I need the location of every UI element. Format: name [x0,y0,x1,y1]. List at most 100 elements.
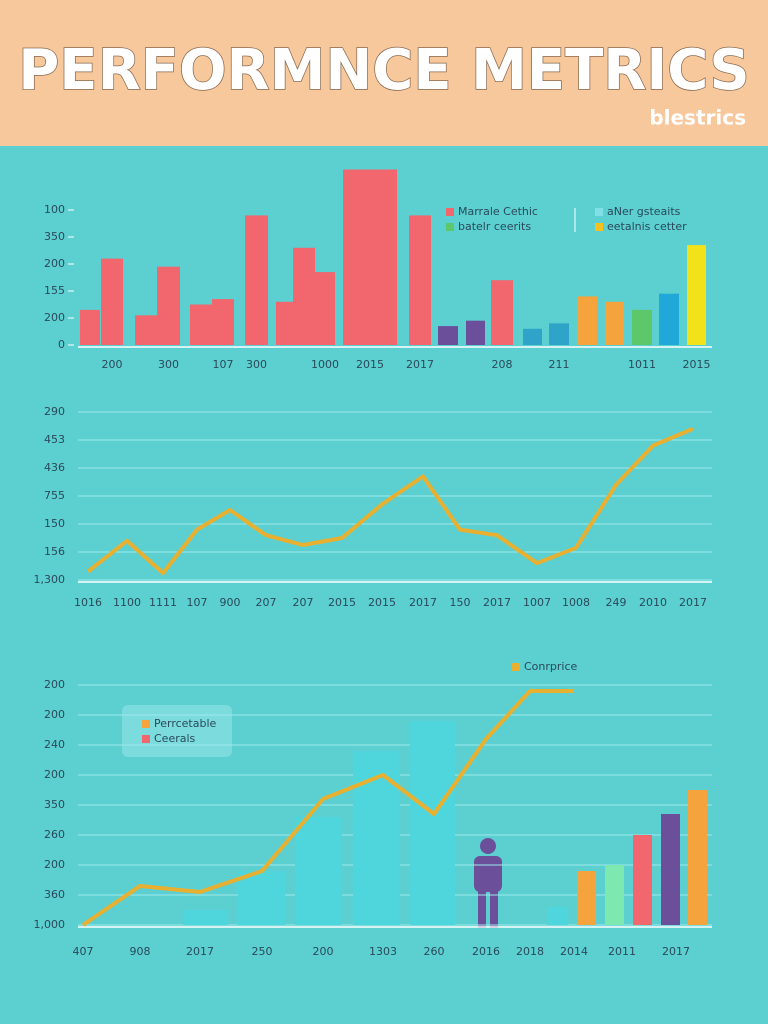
x-tick-label: 2015 [683,358,711,371]
legend-swatch [446,208,454,216]
x-tick-label: 300 [158,358,179,371]
x-tick-label: 2010 [639,596,667,609]
x-tick-label: 107 [187,596,208,609]
x-tick-label: 1111 [149,596,177,609]
x-tick-label: 260 [424,945,445,958]
y-tick-label: 1,300 [34,573,66,586]
x-tick-label: 208 [492,358,513,371]
legend-label: Perrcetable [154,717,217,730]
x-tick-label: 207 [256,596,277,609]
x-tick-label: 211 [549,358,570,371]
bar [135,315,157,345]
legend-label: Ceerals [154,732,196,745]
legend-label: batelr ceerits [458,220,531,233]
bar [409,215,431,345]
y-tick-label: 350 [44,798,65,811]
x-tick-label: 2017 [679,596,707,609]
bar [80,309,100,345]
legend-swatch [142,720,150,728]
x-tick-label: 900 [220,596,241,609]
y-tick-label: 260 [44,828,65,841]
bar [410,721,455,925]
y-tick-label: 156 [44,545,65,558]
y-tick-label: 100 [44,203,65,216]
x-tick-label: 200 [313,945,334,958]
bar [549,323,569,345]
y-tick-label: 453 [44,433,65,446]
y-tick-label: 1,000 [34,918,66,931]
bar [276,301,293,345]
legend-swatch [446,223,454,231]
y-tick-label: 200 [44,858,65,871]
bar [157,266,180,345]
x-tick-label: 908 [130,945,151,958]
y-tick-label: 290 [44,405,65,418]
x-tick-label: 1008 [562,596,590,609]
bar [523,328,542,345]
x-tick-label: 2014 [560,945,588,958]
legend-label: aNer gsteaits [607,205,681,218]
x-tick-label: 2017 [409,596,437,609]
x-tick-label: 2015 [356,358,384,371]
line [81,689,574,927]
y-tick-label: 150 [44,517,65,530]
x-tick-label: 2017 [406,358,434,371]
bar [212,299,234,345]
x-tick-label: 2015 [368,596,396,609]
x-tick-label: 150 [450,596,471,609]
bar [238,871,285,925]
bar [190,304,212,345]
line [86,426,694,575]
y-tick-label: 755 [44,489,65,502]
legend-swatch [595,223,603,231]
x-tick-label: 2017 [186,945,214,958]
y-tick-label: 0 [58,338,65,351]
legend-label: eetalnis cetter [607,220,687,233]
legend-swatch [595,208,603,216]
x-tick-label: 200 [102,358,123,371]
x-tick-label: 1100 [113,596,141,609]
bar [687,245,706,345]
x-tick-label: 2011 [608,945,636,958]
legend-label: Conrprice [524,660,578,673]
y-tick-label: 200 [44,311,65,324]
y-tick-label: 350 [44,230,65,243]
legend-box [122,705,232,757]
x-tick-label: 1303 [369,945,397,958]
bar [491,280,513,345]
x-tick-label: 2016 [472,945,500,958]
bar [605,301,624,345]
bar [659,293,679,345]
y-tick-label: 200 [44,768,65,781]
bar [632,309,652,345]
bar [183,910,228,925]
y-tick-label: 200 [44,708,65,721]
x-tick-label: 2017 [483,596,511,609]
x-tick-label: 2018 [516,945,544,958]
bar [466,320,485,345]
bar [577,296,597,345]
legend-swatch [512,663,520,671]
bar [438,326,458,345]
x-tick-label: 300 [246,358,267,371]
title: PERFORMNCE METRICS [18,38,749,103]
bar [101,258,123,345]
person-icon [474,838,502,928]
bar [605,865,624,925]
bar [295,817,342,925]
legend-label: Marrale Cethic [458,205,538,218]
legend-swatch [142,735,150,743]
y-tick-label: 200 [44,678,65,691]
x-tick-label: 1011 [628,358,656,371]
x-tick-label: 407 [73,945,94,958]
bar [315,272,335,345]
y-tick-label: 200 [44,257,65,270]
x-tick-label: 1007 [523,596,551,609]
y-tick-label: 360 [44,888,65,901]
x-tick-label: 2015 [328,596,356,609]
bar [661,814,680,925]
header [0,0,768,146]
y-tick-label: 155 [44,284,65,297]
